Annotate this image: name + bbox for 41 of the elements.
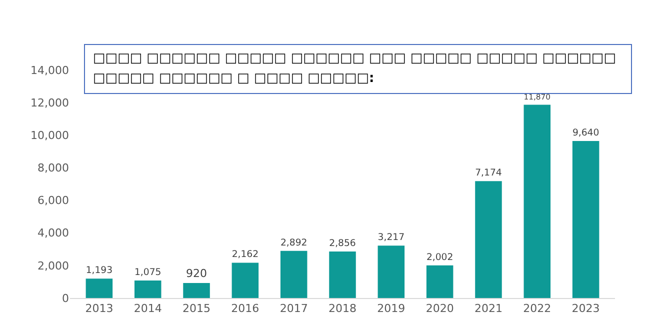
bar — [524, 104, 551, 298]
x-tick-label: 2019 — [377, 302, 406, 316]
data-label: 920 — [186, 267, 208, 280]
bar — [183, 283, 210, 298]
data-label: 7,174 — [475, 168, 502, 179]
y-tick-label: 4,000 — [38, 226, 69, 240]
x-tick-label: 2015 — [182, 302, 211, 316]
x-tick-label: 2022 — [523, 302, 552, 316]
data-label: 9,640 — [572, 127, 600, 138]
bar — [280, 250, 308, 298]
y-tick-label: 14,000 — [30, 64, 69, 77]
x-tick-label: 2016 — [231, 302, 260, 316]
data-label: 2,002 — [426, 252, 454, 263]
bar — [572, 141, 600, 298]
data-label: 2,162 — [232, 249, 259, 260]
x-tick-label: 2018 — [328, 302, 356, 316]
y-tick-label: 10,000 — [30, 128, 69, 142]
y-tick-label: 0 — [62, 292, 69, 305]
x-tick-label: 2021 — [474, 302, 502, 316]
chart-title: □□□□ □□□□□□ □□□□□ □□□□□□ □□□ □□□□□ □□□□□ □□□□□□ □□□□□ □□□□□□ □ □□□□ □□□□□: — [84, 44, 632, 94]
bar — [232, 262, 259, 298]
y-tick-label: 12,000 — [30, 96, 69, 110]
y-tick-label: 8,000 — [38, 162, 69, 175]
x-tick-label: 2023 — [572, 302, 600, 316]
bar — [86, 278, 113, 298]
x-tick-label: 2020 — [426, 302, 454, 316]
data-label: 1,075 — [134, 266, 162, 278]
data-label: 1,193 — [86, 265, 113, 276]
data-label: 3,217 — [378, 232, 405, 244]
bar — [426, 265, 454, 298]
bar — [378, 246, 405, 298]
bar — [329, 251, 356, 298]
bar — [134, 280, 162, 298]
x-tick-label: 2013 — [85, 302, 114, 316]
y-tick-label: 6,000 — [38, 194, 69, 208]
x-tick-label: 2014 — [134, 302, 162, 316]
data-label: 2,892 — [280, 237, 308, 248]
data-label: 2,856 — [329, 238, 356, 249]
x-tick-label: 2017 — [280, 302, 308, 316]
y-tick-label: 2,000 — [38, 259, 69, 272]
bar — [475, 181, 502, 298]
